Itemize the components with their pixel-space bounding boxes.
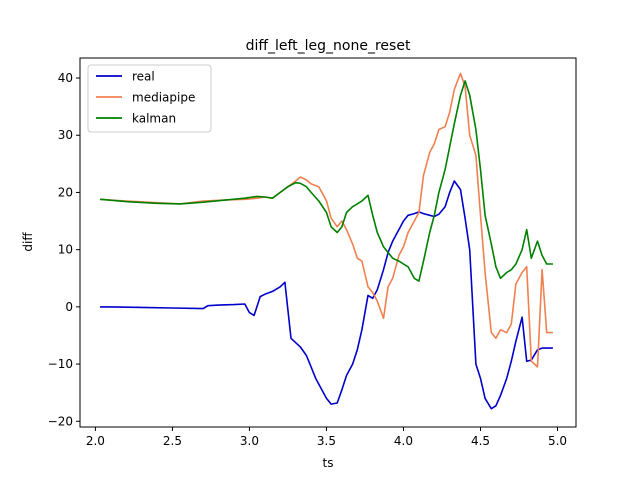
x-axis-label: ts <box>323 456 334 470</box>
legend: real mediapipe kalman <box>87 64 212 133</box>
series-line-kalman <box>99 80 553 282</box>
legend-label-mediapipe: mediapipe <box>132 91 195 105</box>
y-axis-label: diff <box>21 232 35 252</box>
y-tick-label: 0 <box>65 300 73 314</box>
legend-label-kalman: kalman <box>132 112 176 126</box>
plot-frame <box>79 57 577 428</box>
chart-title: diff_left_leg_none_reset <box>246 38 411 54</box>
x-tick-label: 3.0 <box>240 434 259 448</box>
y-tick-label: −20 <box>48 414 73 428</box>
y-tick-label: 30 <box>58 128 73 142</box>
series-line-real <box>100 180 553 410</box>
x-tick-label: 5.0 <box>548 434 567 448</box>
legend-box <box>87 64 212 133</box>
x-tick-label: 4.0 <box>394 434 413 448</box>
y-tick-label: −10 <box>48 357 73 371</box>
legend-label-real: real <box>132 70 155 84</box>
y-tick-label: 20 <box>58 185 73 199</box>
x-tick-label: 3.5 <box>317 434 336 448</box>
x-tick-label: 4.5 <box>471 434 490 448</box>
x-tick-label: 2.5 <box>163 434 182 448</box>
y-tick-label: 40 <box>58 71 73 85</box>
y-tick-label: 10 <box>58 243 73 257</box>
x-tick-label: 2.0 <box>86 434 105 448</box>
